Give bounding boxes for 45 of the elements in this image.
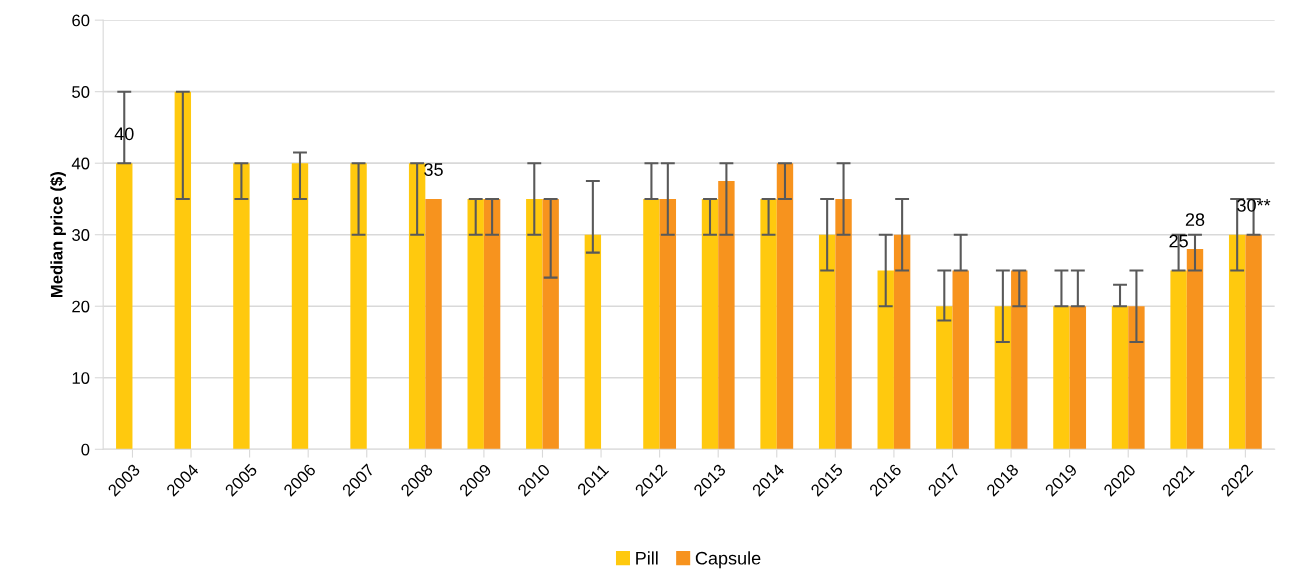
bar <box>233 163 250 450</box>
bar <box>350 163 367 450</box>
bar <box>1111 306 1129 450</box>
legend-label: Capsule <box>695 551 761 569</box>
bar <box>659 198 677 450</box>
bar <box>1186 249 1204 450</box>
bar <box>701 198 719 450</box>
legend-label: Pill <box>636 551 658 565</box>
bar <box>1053 306 1070 450</box>
bar <box>718 181 735 450</box>
y-tick-label: 0 <box>81 443 90 456</box>
bar <box>467 198 484 450</box>
bar <box>1245 234 1262 450</box>
bar <box>1128 306 1145 450</box>
y-tick-label: 30 <box>72 229 90 241</box>
y-tick-label: 60 <box>72 14 90 27</box>
y-tick-label: 20 <box>72 300 90 313</box>
bar <box>835 198 852 450</box>
bar <box>818 234 836 450</box>
bar <box>760 198 777 450</box>
bar <box>526 198 543 450</box>
bar <box>877 270 894 450</box>
bar <box>1228 234 1246 450</box>
y-axis-title: Median price ($) <box>50 172 66 298</box>
bar <box>643 198 660 450</box>
bar <box>994 306 1012 450</box>
bar <box>425 198 442 450</box>
bar <box>174 91 192 450</box>
bar <box>776 163 794 450</box>
bar <box>584 234 602 450</box>
bar <box>936 306 953 450</box>
bar <box>1170 270 1187 450</box>
data-label: 28 <box>1185 213 1205 227</box>
bar <box>1011 270 1028 450</box>
y-tick-label: 10 <box>72 372 90 384</box>
y-tick-label: 50 <box>72 86 90 98</box>
bar <box>408 163 426 450</box>
bar <box>291 163 309 450</box>
bar <box>483 198 501 450</box>
bar <box>893 234 911 450</box>
bar <box>542 198 559 450</box>
y-tick-label: 40 <box>71 157 90 170</box>
bar <box>1069 306 1087 450</box>
bar <box>116 163 133 450</box>
bar <box>952 270 969 450</box>
